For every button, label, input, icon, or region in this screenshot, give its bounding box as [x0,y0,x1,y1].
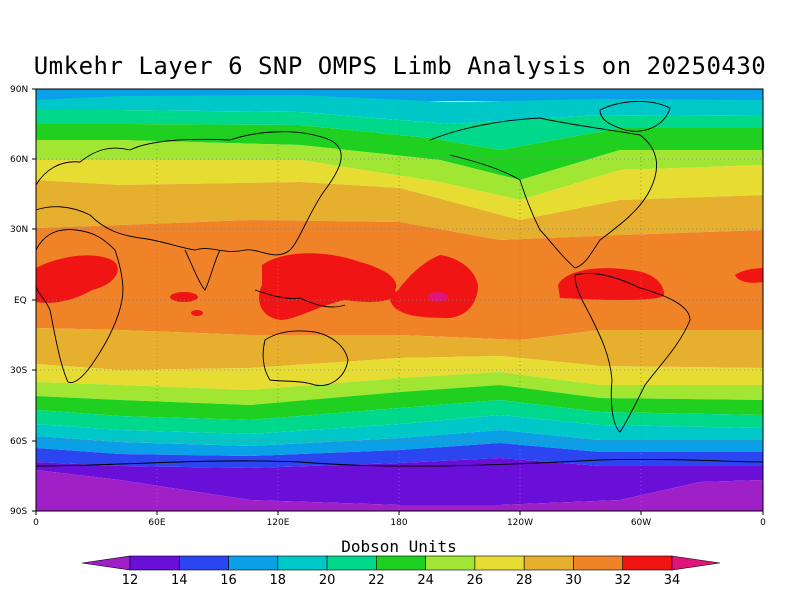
band-26-28 [36,140,763,200]
band-14-16-south [36,458,763,505]
colorbar-label: 28 [516,573,533,588]
x-axis-labels: 0 60E 120E 180 120W 60W 0 [33,518,766,528]
colorbar-label: 32 [614,573,631,588]
x-tick-180: 180 [390,518,407,528]
coastlines [36,100,763,467]
colorbar [81,555,721,571]
coast-antarctica [36,459,763,467]
ozone-field [36,89,763,511]
x-tick-120e: 120E [267,518,290,528]
colorbar-segment-low [81,555,131,571]
colorbar-segment [523,555,574,571]
coast-india [184,249,221,291]
coast-australia [262,330,349,386]
y-tick-60s: 60S [10,437,27,447]
x-axis-ticks [35,511,764,515]
coast-south-america [574,273,691,433]
maximum-north-africa [36,255,118,303]
maximum-maritime-continent [259,253,397,320]
band-30-32-south [36,328,763,370]
maximum-caribbean [558,268,665,300]
band-20-22 [36,95,763,124]
maximum-indian-ocean-small [170,292,198,302]
colorbar-label: 30 [565,573,582,588]
colorbar-label: 24 [417,573,434,588]
band-16-18-south [36,443,763,468]
x-tick-60w: 60W [631,518,651,528]
colorbar-label: 34 [664,573,681,588]
colorbar-segment [129,555,180,571]
colorbar-segment [622,555,673,571]
coast-eurasia [36,131,342,256]
y-tick-30s: 30S [10,366,27,376]
y-axis-ticks [32,88,36,512]
band-28-30-south [36,356,763,390]
maximum-indian-ocean-tiny [191,310,203,316]
band-30-32-north [36,180,763,240]
colorbar-segment [474,555,525,571]
colorbar-label: 12 [122,573,139,588]
coast-indonesia [254,289,346,308]
coast-greenland [599,100,671,132]
band-22-24 [36,110,763,150]
colorbar-segment [573,555,624,571]
colorbar-title: Dobson Units [341,537,457,556]
colorbar-label: 16 [220,573,237,588]
y-tick-60n: 60N [10,155,28,165]
band-18-20-south [36,430,763,456]
colorbar-label: 22 [368,573,385,588]
band-12-14-south [36,470,763,511]
band-28-30 [36,160,763,220]
coast-north-america [429,117,657,269]
maximum-atlantic-edge [735,268,763,283]
x-tick-60e: 60E [148,518,165,528]
y-tick-eq: EQ [14,296,27,306]
band-20-22-south [36,415,763,446]
peak-central-pacific [428,292,448,302]
coast-africa [36,229,124,383]
colorbar-labels: 12 14 16 18 20 22 24 26 28 30 32 34 [122,573,681,588]
map-title: Umkehr Layer 6 SNP OMPS Limb Analysis on… [33,52,767,80]
x-tick-0-left: 0 [33,518,39,528]
colorbar-label: 26 [467,573,484,588]
x-tick-0-right: 0 [760,518,766,528]
maximum-central-pacific [390,255,478,318]
colorbar-segment-high [671,555,721,571]
colorbar-segment [376,555,426,571]
y-tick-90s: 90S [10,507,27,517]
band-22-24-south [36,400,763,434]
colorbar-segment [228,555,279,571]
colorbar-segment [277,555,328,571]
x-tick-120w: 120W [507,518,533,528]
y-tick-30n: 30N [10,225,28,235]
band-24-26 [36,124,763,180]
band-24-26-south [36,385,763,420]
colorbar-segment [326,555,377,571]
colorbar-label: 14 [171,573,188,588]
colorbar-label: 18 [270,573,287,588]
y-axis-labels: 90N 60N 30N EQ 30S 60S 90S [10,85,28,517]
colorbar-segment [425,555,476,571]
y-tick-90n: 90N [10,85,28,95]
band-26-28-south [36,372,763,405]
colorbar-label: 20 [319,573,336,588]
colorbar-segment [178,555,229,571]
